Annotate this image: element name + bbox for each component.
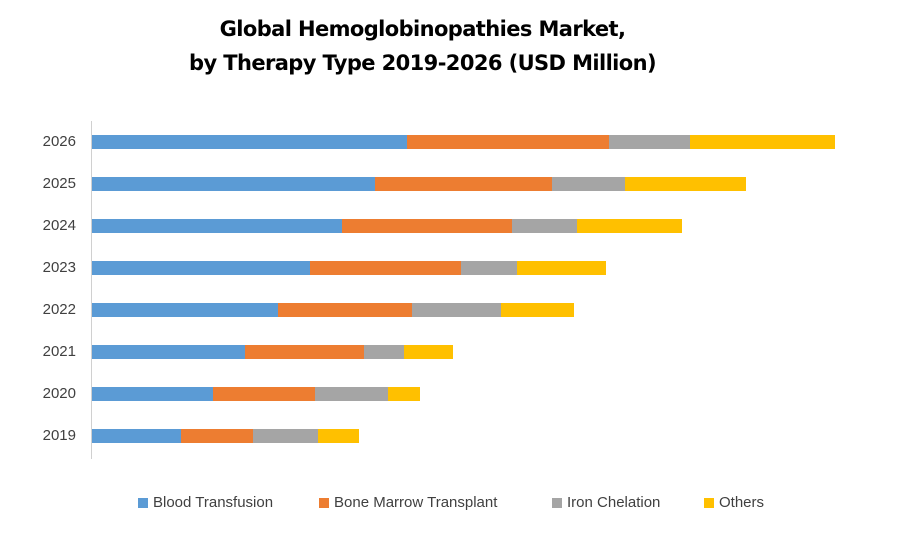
legend-swatch-iron-chelation	[552, 497, 562, 508]
bar-row-2023: 2023	[0, 259, 900, 276]
bar-segment-blood-transfusion	[92, 387, 213, 401]
bar-segment-blood-transfusion	[92, 219, 342, 233]
legend-item-iron-chelation: Iron Chelation	[552, 494, 660, 511]
bar-segment-others	[625, 177, 746, 191]
category-label: 2022	[42, 301, 76, 318]
bar-segment-bone-marrow-transplant	[375, 177, 552, 191]
legend-label: Bone Marrow Transplant	[334, 494, 498, 511]
legend-label: Blood Transfusion	[153, 494, 274, 511]
category-label: 2026	[42, 133, 76, 150]
bar-segment-others	[404, 345, 453, 359]
stacked-bar	[92, 219, 682, 233]
bar-segment-blood-transfusion	[92, 261, 310, 275]
legend-swatch-bone-marrow-transplant	[319, 497, 329, 508]
bar-segment-blood-transfusion	[92, 345, 245, 359]
bar-segment-blood-transfusion	[92, 177, 375, 191]
bar-segment-bone-marrow-transplant	[245, 345, 364, 359]
stacked-bar	[92, 135, 835, 149]
bar-row-2019: 2019	[0, 427, 900, 444]
legend-item-bone-marrow-transplant: Bone Marrow Transplant	[319, 494, 497, 511]
legend-swatch-others	[704, 497, 714, 508]
bar-segment-blood-transfusion	[92, 429, 181, 443]
bar-segment-bone-marrow-transplant	[278, 303, 412, 317]
category-label: 2021	[42, 343, 76, 360]
bar-segment-iron-chelation	[253, 429, 318, 443]
chart-title-line-2: by Therapy Type 2019-2026 (USD Million)	[189, 51, 657, 75]
bar-segment-others	[517, 261, 606, 275]
bar-segment-blood-transfusion	[92, 135, 407, 149]
bar-segment-blood-transfusion	[92, 303, 278, 317]
category-label: 2025	[42, 175, 76, 192]
stacked-bar	[92, 387, 420, 401]
bar-row-2022: 2022	[0, 301, 900, 318]
bar-segment-iron-chelation	[461, 261, 517, 275]
bar-segment-iron-chelation	[412, 303, 501, 317]
legend: Blood Transfusion Bone Marrow Transplant…	[0, 494, 900, 514]
bar-segment-iron-chelation	[552, 177, 625, 191]
bar-segment-bone-marrow-transplant	[213, 387, 315, 401]
bar-row-2021: 2021	[0, 343, 900, 360]
bar-segment-others	[318, 429, 359, 443]
stacked-bar	[92, 303, 574, 317]
stacked-bar	[92, 177, 746, 191]
legend-label: Others	[719, 494, 765, 511]
bar-segment-others	[577, 219, 682, 233]
legend-swatch-blood-transfusion	[138, 497, 148, 508]
category-label: 2019	[42, 427, 76, 444]
legend-item-blood-transfusion: Blood Transfusion	[138, 494, 273, 511]
stacked-bar	[92, 429, 359, 443]
bar-segment-bone-marrow-transplant	[181, 429, 253, 443]
bar-segment-bone-marrow-transplant	[310, 261, 461, 275]
bar-segment-others	[690, 135, 835, 149]
bar-row-2025: 2025	[0, 175, 900, 192]
bar-segment-bone-marrow-transplant	[342, 219, 512, 233]
bar-row-2024: 2024	[0, 217, 900, 234]
legend-label: Iron Chelation	[567, 494, 661, 511]
bar-segment-iron-chelation	[315, 387, 388, 401]
chart-title-line-1: Global Hemoglobinopathies Market,	[219, 17, 626, 41]
category-label: 2023	[42, 259, 76, 276]
bar-segment-iron-chelation	[609, 135, 690, 149]
legend-item-others: Others	[704, 494, 764, 511]
category-axis-line	[91, 121, 92, 459]
chart-title: Global Hemoglobinopathies Market, by The…	[0, 12, 845, 80]
stacked-bar	[92, 261, 606, 275]
bar-segment-bone-marrow-transplant	[407, 135, 609, 149]
category-label: 2020	[42, 385, 76, 402]
bar-segment-others	[501, 303, 574, 317]
bar-segment-iron-chelation	[364, 345, 404, 359]
stacked-bar	[92, 345, 453, 359]
bar-segment-iron-chelation	[512, 219, 577, 233]
bar-row-2020: 2020	[0, 385, 900, 402]
category-label: 2024	[42, 217, 76, 234]
bar-row-2026: 2026	[0, 133, 900, 150]
bar-segment-others	[388, 387, 420, 401]
